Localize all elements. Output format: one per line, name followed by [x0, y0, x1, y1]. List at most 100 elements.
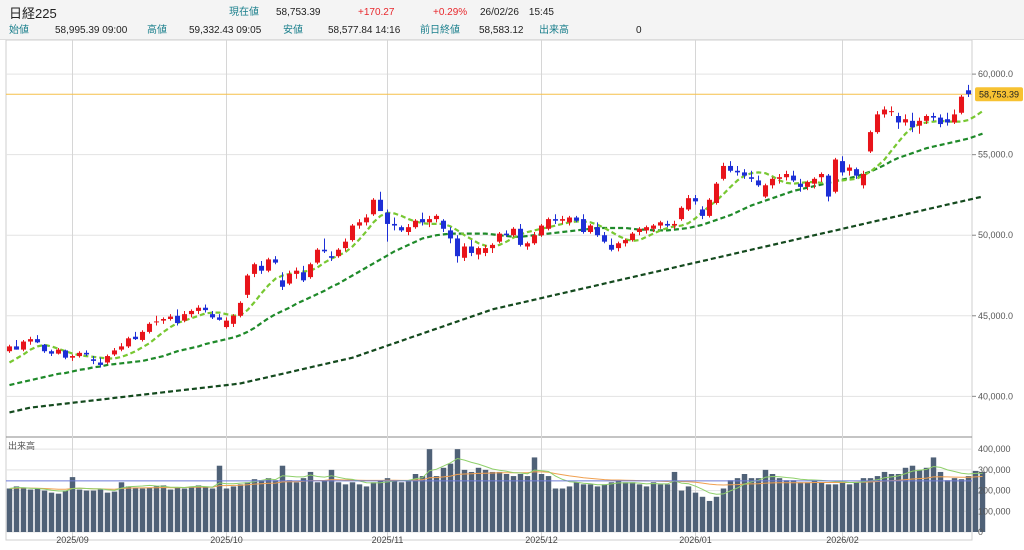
candlestick	[279, 272, 286, 290]
candlestick	[503, 230, 510, 237]
current-price-value: 58,753.39	[276, 7, 321, 18]
volume-bar	[188, 486, 195, 532]
candlestick	[258, 261, 265, 274]
candlestick	[48, 349, 55, 357]
candlestick	[118, 343, 125, 352]
candlestick	[951, 109, 958, 125]
volume-bar	[531, 457, 538, 532]
volume-bar	[601, 484, 608, 532]
volume-bar	[440, 467, 447, 532]
volume-bar	[160, 485, 167, 532]
volume-bar	[76, 489, 83, 532]
volume-bar	[804, 482, 811, 532]
current-price-badge-text: 58,753.39	[979, 90, 1019, 100]
candlestick	[727, 161, 734, 173]
volume-bar	[727, 480, 734, 532]
volume-bar	[846, 484, 853, 532]
candlestick	[510, 227, 517, 237]
candlestick	[349, 223, 356, 242]
prev-close-value: 58,583.12	[479, 25, 524, 36]
candlestick	[237, 301, 244, 318]
volume-bars	[6, 449, 986, 532]
volume-bar	[412, 474, 419, 532]
volume-bar	[825, 484, 832, 532]
volume-bar	[944, 480, 951, 532]
candlestick	[489, 243, 496, 253]
candlestick	[720, 162, 727, 181]
candlestick	[223, 317, 230, 329]
volume-bar	[503, 474, 510, 532]
volume-bar	[391, 480, 398, 532]
current-price-badge: 58,753.39	[975, 87, 1023, 102]
ma-short-line	[8, 110, 984, 364]
volume-bar	[13, 486, 20, 532]
candlestick	[27, 336, 34, 345]
volume-bar	[251, 479, 258, 532]
candlestick	[538, 223, 545, 237]
volume-bar	[279, 465, 286, 532]
candlestick	[601, 232, 608, 244]
volume-bar	[475, 467, 482, 532]
candlestick	[524, 241, 531, 250]
ma-long-line	[9, 195, 983, 414]
volume-bar	[608, 482, 615, 532]
volume-bar	[615, 480, 622, 532]
candlestick	[83, 350, 90, 357]
volume-bar	[181, 488, 188, 532]
volume-bar	[286, 480, 293, 532]
candlestick	[755, 175, 762, 187]
volume-bar	[706, 500, 713, 532]
open-value: 58,995.39 09:00	[55, 25, 128, 36]
volume-bar	[636, 484, 643, 532]
volume-ma-line	[9, 457, 983, 495]
candlestick	[825, 174, 832, 202]
high-value: 59,332.43 09:05	[189, 25, 262, 36]
volume-bar	[818, 482, 825, 532]
candlestick	[195, 305, 202, 315]
volume-bar	[643, 486, 650, 532]
volume-bar	[524, 476, 531, 532]
x-tick-label: 2025/11	[372, 535, 404, 545]
volume-bar	[930, 457, 937, 532]
volume-bar	[587, 484, 594, 532]
candlestick	[419, 212, 426, 226]
volume-bar	[965, 476, 972, 532]
volume-bar	[937, 471, 944, 532]
candlestick	[307, 262, 314, 279]
volume-bar	[734, 478, 741, 532]
candlestick	[132, 331, 139, 340]
candlestick	[608, 238, 615, 252]
candlestick	[76, 351, 83, 358]
change-value: +170.27	[358, 7, 395, 18]
volume-bar	[755, 478, 762, 532]
volume-bar	[34, 488, 41, 532]
volume-bar	[769, 474, 776, 532]
candlestick	[937, 114, 944, 128]
high-label: 高値	[147, 25, 167, 36]
candlestick	[300, 265, 307, 282]
volume-bar	[468, 471, 475, 532]
candlestick	[685, 194, 692, 212]
candlestick	[370, 198, 377, 216]
candlestick	[888, 106, 895, 116]
chart-axes: 60,000.0 55,000.0 50,000.0 45,000.0 40,000.0…	[56, 69, 1013, 545]
candlestick	[398, 225, 405, 232]
x-tick-label: 2026/01	[679, 535, 712, 545]
volume-label: 出来高	[539, 25, 569, 36]
candlestick	[174, 309, 181, 326]
candlestick	[965, 84, 972, 98]
x-tick-label: 2025/10	[210, 535, 243, 545]
volume-bar	[853, 482, 860, 532]
volume-bar	[20, 487, 27, 532]
volume-bar	[419, 476, 426, 532]
volume-bar	[741, 474, 748, 532]
candlestick	[958, 95, 965, 115]
candlestick	[748, 170, 755, 183]
index-name: 日経225	[9, 6, 57, 21]
candlestick	[55, 348, 62, 355]
volume-bar	[55, 493, 62, 532]
candlestick	[517, 223, 524, 247]
volume-bar	[860, 478, 867, 532]
candlestick	[265, 257, 272, 273]
candlestick	[244, 273, 251, 299]
